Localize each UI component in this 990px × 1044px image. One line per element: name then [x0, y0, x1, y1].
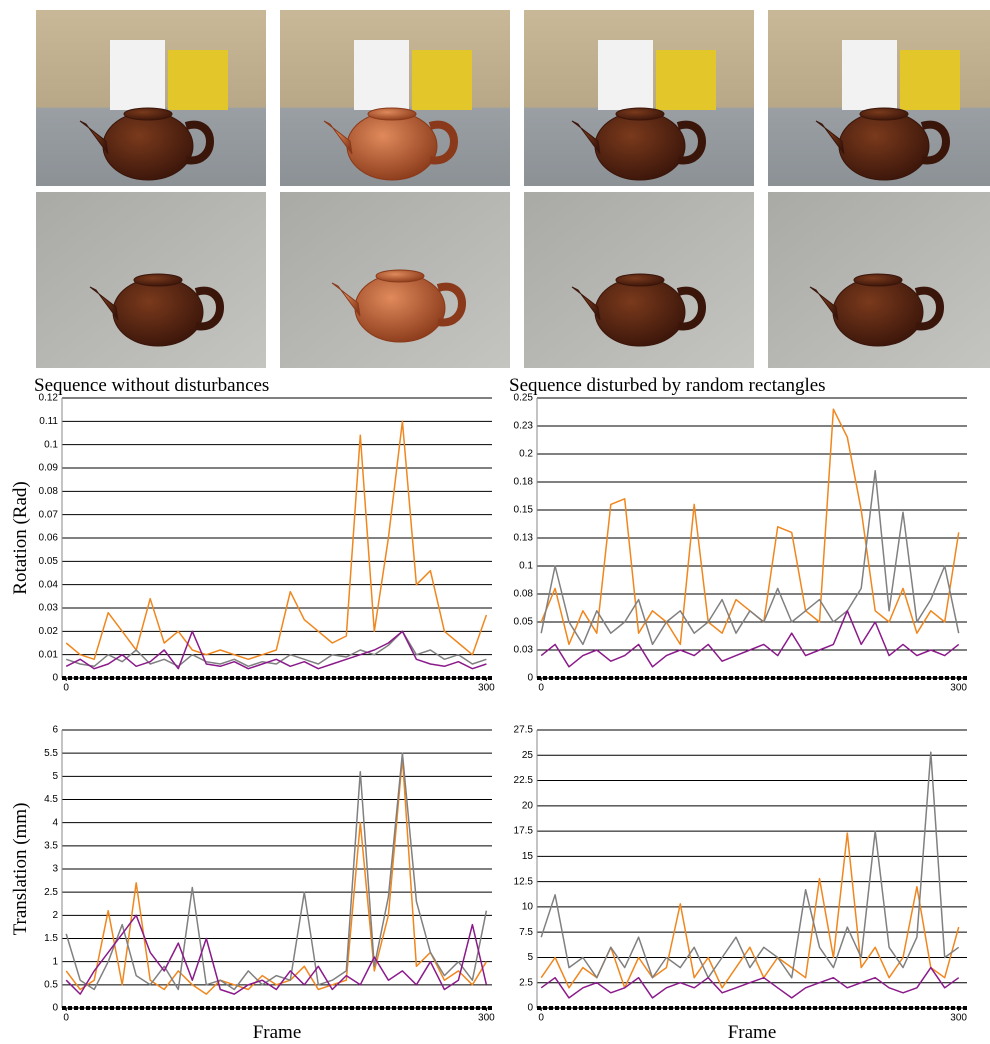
y-tick-label: 10 — [522, 902, 534, 913]
y-tick-label: 5 — [527, 952, 533, 963]
y-tick-label: 6 — [52, 725, 58, 736]
x-tick-label: 300 — [478, 1013, 495, 1024]
y-tick-label: 0.04 — [39, 579, 59, 590]
y-tick-label: 15 — [522, 851, 534, 862]
y-tick-label: 0.15 — [514, 505, 534, 516]
series-line — [541, 409, 959, 644]
x-tick-label: 0 — [538, 1013, 544, 1024]
y-tick-label: 3 — [52, 864, 58, 875]
y-tick-label: 1.5 — [44, 933, 58, 944]
y-tick-label: 4 — [52, 817, 58, 828]
page: Sequence without disturbances Rotation (R… — [0, 0, 990, 1044]
series-line — [66, 421, 486, 659]
y-tick-label: 0.1 — [519, 561, 533, 572]
x-axis-label: Frame — [253, 1022, 302, 1043]
x-tick-label: 300 — [950, 1013, 967, 1024]
y-tick-label: 0.1 — [44, 439, 58, 450]
y-tick-label: 0 — [527, 673, 533, 684]
y-tick-label: 3.5 — [44, 840, 58, 851]
series-line — [541, 471, 959, 645]
chart-title: Sequence disturbed by random rectangles — [509, 375, 826, 396]
series-line — [66, 753, 486, 989]
y-tick-label: 0.08 — [514, 589, 534, 600]
y-tick-label: 0.2 — [519, 449, 533, 460]
y-tick-label: 0.13 — [514, 533, 534, 544]
y-tick-label: 0.18 — [514, 477, 534, 488]
y-tick-label: 17.5 — [514, 826, 534, 837]
y-tick-label: 0.08 — [39, 486, 59, 497]
y-tick-label: 22.5 — [514, 775, 534, 786]
y-tick-label: 0.05 — [39, 556, 59, 567]
figure: Sequence without disturbances Rotation (R… — [0, 0, 990, 1044]
y-tick-label: 0.12 — [39, 393, 59, 404]
y-tick-label: 2.5 — [519, 977, 533, 988]
y-tick-label: 0.5 — [44, 979, 58, 990]
y-tick-label: 25 — [522, 750, 534, 761]
y-tick-label: 2.5 — [44, 887, 58, 898]
y-tick-label: 0.06 — [39, 533, 59, 544]
y-tick-label: 0.25 — [514, 393, 534, 404]
y-tick-label: 0.11 — [39, 416, 58, 427]
chart-title: Sequence without disturbances — [34, 375, 269, 396]
y-tick-label: 0.07 — [39, 509, 59, 520]
y-tick-label: 27.5 — [514, 725, 534, 736]
y-tick-label: 7.5 — [519, 927, 533, 938]
y-tick-label: 12.5 — [514, 876, 534, 887]
y-tick-label: 0.23 — [514, 421, 534, 432]
x-tick-label: 0 — [63, 683, 69, 694]
y-tick-label: 1 — [52, 956, 58, 967]
y-tick-label: 20 — [522, 800, 534, 811]
y-tick-label: 0.01 — [39, 649, 59, 660]
y-tick-label: 0 — [52, 673, 58, 684]
y-tick-label: 2 — [52, 910, 58, 921]
photo-row-2 — [36, 192, 990, 368]
x-tick-label: 300 — [950, 683, 967, 694]
y-tick-label: 0.02 — [39, 626, 59, 637]
y-tick-label: 5 — [52, 771, 58, 782]
y-tick-label: 5.5 — [44, 748, 58, 759]
y-tick-label: 0 — [52, 1003, 58, 1014]
y-tick-label: 0.03 — [514, 645, 534, 656]
y-axis-label: Translation (mm) — [10, 803, 31, 936]
x-axis-label: Frame — [728, 1022, 777, 1043]
photo-row-1 — [36, 10, 990, 186]
y-tick-label: 0.03 — [39, 603, 59, 614]
y-tick-label: 0 — [527, 1003, 533, 1014]
y-tick-label: 4.5 — [44, 794, 58, 805]
x-tick-label: 0 — [538, 683, 544, 694]
x-tick-label: 0 — [63, 1013, 69, 1024]
x-tick-label: 300 — [478, 683, 495, 694]
y-axis-label: Rotation (Rad) — [10, 481, 31, 594]
y-tick-label: 0.05 — [514, 617, 534, 628]
series-line — [541, 752, 959, 978]
series-line — [66, 758, 486, 994]
series-line — [541, 611, 959, 667]
y-tick-label: 0.09 — [39, 463, 59, 474]
